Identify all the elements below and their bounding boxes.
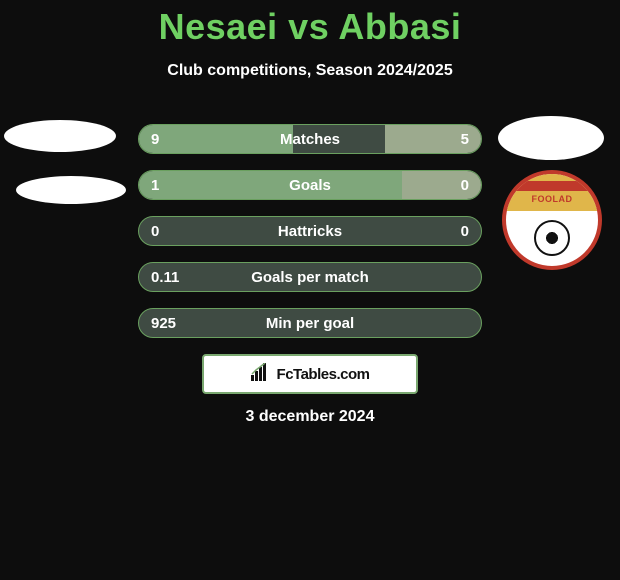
stat-value-right: 0	[461, 177, 469, 194]
badge-text: FOOLAD	[532, 194, 573, 204]
stats-rows: 9Matches51Goals00Hattricks00.11Goals per…	[138, 124, 482, 354]
subtitle: Club competitions, Season 2024/2025	[0, 62, 620, 80]
bar-chart-icon	[251, 363, 271, 386]
stat-label: Matches	[139, 131, 481, 148]
stat-row: 0.11Goals per match	[138, 262, 482, 292]
player-left-placeholder-1	[4, 120, 116, 152]
badge-bottom	[506, 211, 598, 266]
stat-value-right: 0	[461, 223, 469, 240]
page-title: Nesaei vs Abbasi	[0, 6, 620, 48]
stat-value-right: 5	[461, 131, 469, 148]
stat-row: 9Matches5	[138, 124, 482, 154]
date-text: 3 december 2024	[0, 408, 620, 426]
comparison-card: Nesaei vs Abbasi Club competitions, Seas…	[0, 0, 620, 580]
badge-band	[506, 181, 598, 191]
player-right-placeholder	[498, 116, 604, 160]
player-left-placeholder-2	[16, 176, 126, 204]
stat-label: Goals	[139, 177, 481, 194]
stat-row: 0Hattricks0	[138, 216, 482, 246]
stat-label: Goals per match	[139, 269, 481, 286]
stat-label: Hattricks	[139, 223, 481, 240]
brand-text: FcTables.com	[277, 366, 370, 383]
stat-row: 925Min per goal	[138, 308, 482, 338]
stat-label: Min per goal	[139, 315, 481, 332]
stat-row: 1Goals0	[138, 170, 482, 200]
footer-attribution: FcTables.com	[202, 354, 418, 394]
club-badge: FOOLAD	[502, 170, 602, 270]
badge-top: FOOLAD	[506, 174, 598, 211]
soccer-ball-icon	[534, 220, 570, 256]
